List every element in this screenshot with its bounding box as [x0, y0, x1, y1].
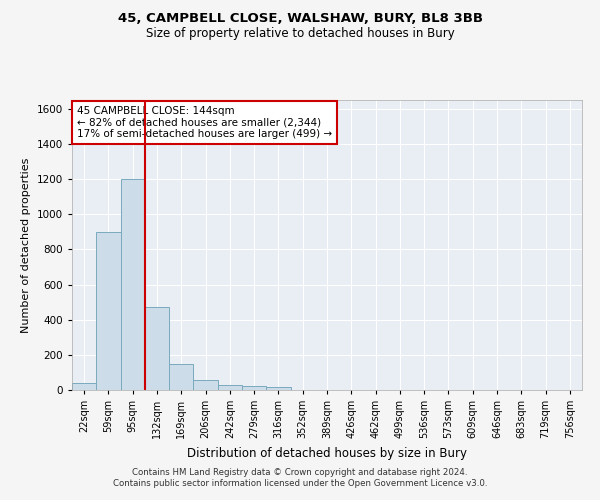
Bar — [242, 386, 266, 390]
Bar — [218, 384, 242, 390]
Text: 45 CAMPBELL CLOSE: 144sqm
← 82% of detached houses are smaller (2,344)
17% of se: 45 CAMPBELL CLOSE: 144sqm ← 82% of detac… — [77, 106, 332, 139]
X-axis label: Distribution of detached houses by size in Bury: Distribution of detached houses by size … — [187, 446, 467, 460]
Bar — [266, 388, 290, 390]
Y-axis label: Number of detached properties: Number of detached properties — [21, 158, 31, 332]
Text: Size of property relative to detached houses in Bury: Size of property relative to detached ho… — [146, 28, 454, 40]
Text: 45, CAMPBELL CLOSE, WALSHAW, BURY, BL8 3BB: 45, CAMPBELL CLOSE, WALSHAW, BURY, BL8 3… — [118, 12, 482, 26]
Bar — [121, 179, 145, 390]
Bar — [193, 380, 218, 390]
Bar — [96, 232, 121, 390]
Bar — [72, 383, 96, 390]
Bar — [145, 308, 169, 390]
Text: Contains HM Land Registry data © Crown copyright and database right 2024.
Contai: Contains HM Land Registry data © Crown c… — [113, 468, 487, 487]
Bar — [169, 364, 193, 390]
